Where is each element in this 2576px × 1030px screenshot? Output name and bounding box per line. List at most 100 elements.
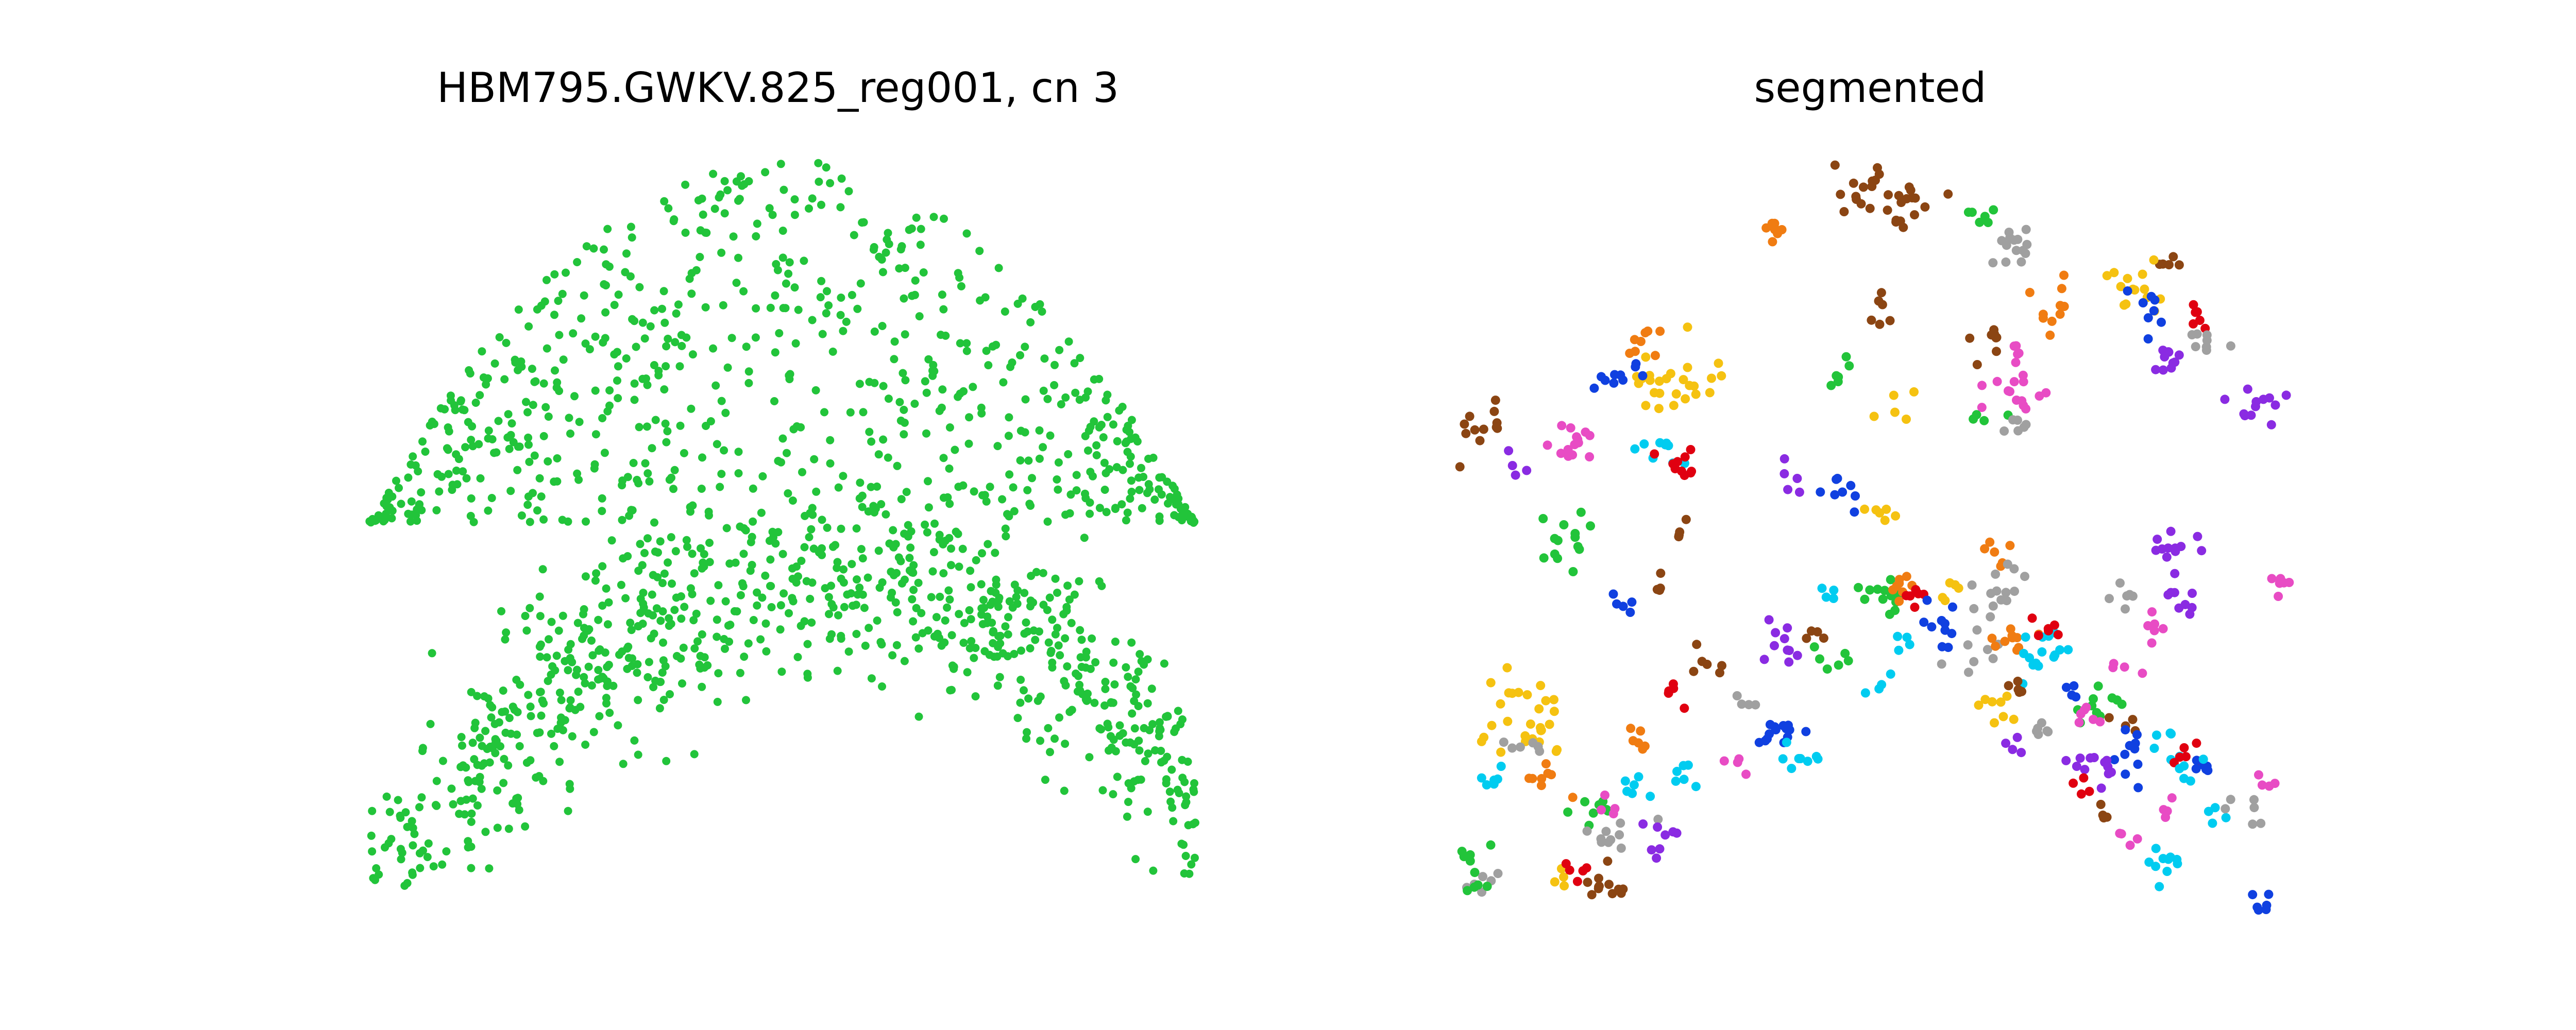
scatter-point	[528, 365, 536, 373]
scatter-point	[824, 593, 833, 602]
cluster-point	[2061, 682, 2071, 692]
scatter-point	[758, 472, 767, 480]
scatter-point	[899, 369, 907, 377]
cluster-point	[2179, 761, 2189, 771]
scatter-point	[827, 581, 835, 590]
scatter-point	[671, 547, 680, 556]
scatter-point	[1023, 728, 1031, 736]
scatter-point	[468, 422, 477, 431]
cluster-point	[1679, 775, 1689, 784]
scatter-point	[753, 219, 761, 228]
scatter-point	[1187, 860, 1196, 869]
cluster-point	[1839, 207, 1849, 216]
scatter-point	[1127, 638, 1136, 647]
scatter-point	[796, 423, 805, 432]
scatter-point	[731, 558, 740, 567]
scatter-point	[471, 718, 480, 727]
cluster-point	[1795, 754, 1805, 763]
cluster-point	[2121, 299, 2131, 309]
scatter-point	[398, 848, 406, 857]
scatter-point	[601, 308, 610, 317]
cluster-point	[1996, 595, 2006, 605]
scatter-point	[517, 511, 526, 520]
scatter-point	[721, 644, 729, 653]
scatter-point	[703, 661, 712, 670]
scatter-point	[639, 589, 648, 597]
scatter-point	[878, 268, 887, 277]
cluster-point	[2251, 402, 2260, 411]
scatter-point	[1035, 426, 1044, 435]
scatter-point	[1059, 610, 1068, 619]
cluster-point	[1851, 192, 1861, 201]
cluster-point	[1626, 724, 1636, 733]
scatter-point	[1086, 664, 1095, 673]
scatter-point	[493, 786, 502, 795]
scatter-point	[775, 329, 784, 337]
cluster-point	[1765, 719, 1775, 729]
scatter-point	[468, 442, 477, 451]
scatter-point	[765, 204, 774, 213]
scatter-point	[495, 333, 504, 341]
scatter-point	[1091, 658, 1100, 666]
scatter-point	[1122, 437, 1131, 446]
scatter-point	[387, 514, 396, 523]
cluster-point	[1616, 843, 1626, 853]
cluster-point	[1714, 358, 1723, 368]
scatter-point	[642, 374, 650, 383]
cluster-point	[1630, 335, 1639, 345]
scatter-point	[824, 301, 833, 310]
scatter-point	[633, 668, 641, 677]
cluster-point	[1783, 485, 1793, 494]
cluster-point	[2105, 594, 2114, 604]
cluster-point	[1574, 544, 1584, 554]
scatter-point	[887, 593, 895, 602]
scatter-point	[1182, 798, 1191, 806]
scatter-point	[656, 678, 664, 686]
scatter-point	[1064, 337, 1073, 346]
scatter-point	[748, 533, 756, 541]
scatter-point	[442, 847, 451, 856]
scatter-point	[681, 180, 690, 189]
cluster-point	[1940, 596, 1950, 606]
scatter-point	[1143, 699, 1152, 708]
scatter-point	[473, 761, 482, 769]
scatter-point	[1063, 662, 1072, 671]
scatter-point	[663, 427, 672, 436]
cluster-point	[2021, 420, 2031, 430]
cluster-point	[2267, 574, 2277, 583]
scatter-point	[605, 709, 614, 717]
scatter-point	[685, 274, 694, 283]
cluster-point	[1638, 819, 1648, 829]
scatter-point	[686, 507, 694, 516]
scatter-point	[897, 495, 906, 504]
scatter-point	[805, 533, 814, 541]
scatter-point	[536, 612, 545, 621]
scatter-point	[526, 604, 534, 612]
scatter-point	[1013, 586, 1022, 595]
scatter-point	[1168, 482, 1177, 490]
cluster-point	[1943, 189, 1953, 199]
scatter-point	[630, 379, 639, 388]
cluster-point	[1812, 627, 1822, 637]
cluster-point	[1860, 688, 1870, 698]
scatter-point	[1029, 626, 1038, 635]
scatter-point	[928, 567, 937, 576]
scatter-point	[406, 517, 415, 526]
scatter-point	[600, 449, 609, 457]
cluster-point	[2168, 252, 2178, 262]
scatter-point	[687, 289, 696, 298]
scatter-point	[794, 305, 803, 314]
scatter-point	[1044, 638, 1053, 647]
scatter-point	[429, 862, 438, 871]
scatter-point	[471, 399, 480, 407]
scatter-point	[713, 632, 721, 641]
scatter-point	[677, 614, 686, 623]
scatter-point	[573, 258, 582, 266]
scatter-point	[772, 260, 781, 268]
scatter-point	[1123, 812, 1131, 821]
scatter-point	[714, 669, 723, 678]
scatter-point	[693, 637, 702, 646]
cluster-point	[1568, 567, 1578, 576]
scatter-point	[1090, 417, 1098, 426]
cluster-point	[2009, 341, 2019, 351]
